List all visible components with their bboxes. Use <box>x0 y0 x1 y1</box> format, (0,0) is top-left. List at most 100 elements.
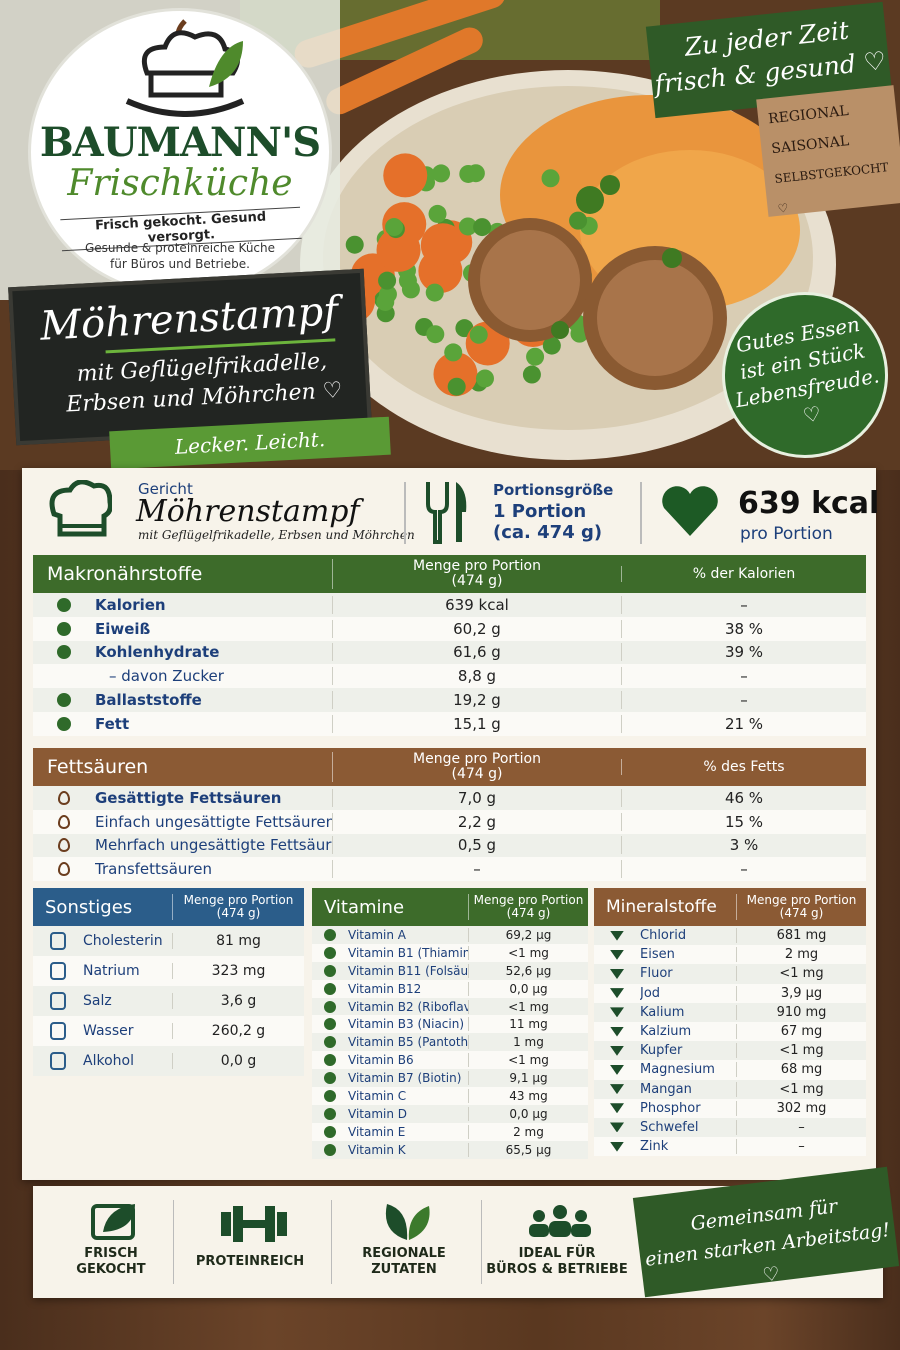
row-icon <box>33 810 95 834</box>
table-row: Wasser 260,2 g <box>33 1016 304 1046</box>
row-icon <box>594 1080 640 1099</box>
row-value: 52,6 µg <box>468 963 588 978</box>
row-label: Vitamin B6 <box>348 1053 414 1068</box>
icon-shape <box>58 814 70 829</box>
feature-text: PROTEINREICH <box>195 1254 305 1269</box>
pea <box>398 271 417 290</box>
row-label: Zink <box>640 1139 669 1155</box>
feature: REGIONALE ZUTATEN <box>333 1186 475 1298</box>
pea <box>473 218 492 237</box>
icon-shape <box>57 645 71 660</box>
column-header-text: (474 g) <box>779 906 824 920</box>
row-value: 68 mg <box>736 1062 866 1078</box>
row-label: Kalorien <box>95 595 166 614</box>
row-label: Ballaststoffe <box>95 691 202 710</box>
row-value: 38 % <box>621 619 866 638</box>
row-label: Einfach ungesättigte Fettsäuren <box>95 812 332 831</box>
column-header: Menge pro Portion (474 g) <box>468 894 588 920</box>
brand-name: BAUMANN'S <box>39 119 321 166</box>
brand-sub: Frischküche <box>67 163 293 204</box>
column-header-text: Menge pro Portion <box>746 894 857 907</box>
fats-table: Fettsäuren Menge pro Portion (474 g)% des … <box>33 748 866 882</box>
icon-shape <box>57 621 71 636</box>
feature: FRISCH GEKOCHT <box>55 1186 167 1298</box>
row-value: 39 % <box>621 643 866 662</box>
icon-shape <box>324 1054 336 1067</box>
row-icon <box>594 1003 640 1022</box>
row-label: Vitamin B5 (Pantothensäure) <box>348 1035 468 1050</box>
row-value: <1 mg <box>468 999 588 1014</box>
row-value: 69,2 µg <box>468 927 588 942</box>
carrot-slice <box>383 153 428 198</box>
row-icon <box>33 1016 83 1046</box>
row-value: 0,0 µg <box>468 981 588 996</box>
dish-board: Möhrenstampf mit Geflügelfrikadelle, Erb… <box>8 268 372 446</box>
row-value: 260,2 g <box>172 1023 304 1039</box>
table-row: Kalium 910 mg <box>594 1002 866 1022</box>
column-header-text: Menge pro Portion <box>413 559 541 574</box>
row-value: 15,1 g <box>332 714 621 733</box>
row-value: <1 mg <box>736 966 866 982</box>
icon-shape <box>610 1007 624 1018</box>
kcal: 639 kcal <box>738 486 880 521</box>
icon-shape <box>324 1107 336 1120</box>
icon-shape <box>324 1072 336 1085</box>
pea <box>542 336 561 355</box>
table-row: Kalorien 639 kcal – <box>33 593 866 617</box>
carrot-slice <box>433 352 478 397</box>
table-row: Vitamin B5 (Pantothensäure)1 mg <box>312 1033 588 1052</box>
column-header-text: Menge pro Portion <box>413 752 541 767</box>
table-body: Gesättigte Fettsäuren 7,0 g 46 % Einfach un… <box>33 786 866 882</box>
row-value: 3,9 µg <box>736 985 866 1001</box>
table-row: Vitamin B7 (Biotin) 9,1 µg <box>312 1069 588 1088</box>
row-value: 3 % <box>621 836 866 855</box>
pea <box>459 164 478 183</box>
row-label: Eisen <box>640 947 675 963</box>
row-icon <box>312 1051 348 1069</box>
icon-shape <box>58 790 70 805</box>
icon-shape <box>610 949 624 960</box>
pea <box>526 347 545 366</box>
row-icon <box>33 664 95 688</box>
table-row: Eiweiß 60,2 g 38 % <box>33 616 866 641</box>
row-value: – <box>621 860 866 879</box>
feature-text: FRISCH <box>84 1246 138 1261</box>
row-icon <box>33 641 95 665</box>
icon-shape <box>324 1125 336 1138</box>
row-value: 2,2 g <box>332 812 621 831</box>
row-label: Eiweiß <box>95 619 151 638</box>
table-header: Mineralstoffe Menge pro Portion (474 g) <box>594 888 866 926</box>
pea <box>378 285 397 304</box>
column-header: Menge pro Portion (474 g) <box>172 894 304 920</box>
icon-shape <box>324 964 336 977</box>
table-row: Ballaststoffe 19,2 g – <box>33 688 866 712</box>
row-value: 21 % <box>621 714 866 733</box>
table-row: Einfach ungesättigte Fettsäuren 2,2 g 15 % <box>33 809 866 834</box>
row-label: Fett <box>95 714 130 733</box>
icon-shape <box>50 962 66 980</box>
column-header: Menge pro Portion (474 g) <box>332 559 621 589</box>
row-icon <box>312 1141 348 1159</box>
row-value: 43 mg <box>468 1088 588 1103</box>
icon-shape <box>324 1018 336 1031</box>
row-value: 3,6 g <box>172 993 304 1009</box>
row-label: Vitamin B7 (Biotin) <box>348 1071 462 1086</box>
row-label: Wasser <box>83 1023 134 1039</box>
row-icon <box>312 944 348 962</box>
column-header-text: (474 g) <box>216 906 261 920</box>
pea <box>444 343 463 362</box>
wood-sign: REGIONAL SAISONAL SELBSTGEKOCHT ♡ <box>756 85 900 217</box>
vitamins-table: Vitamine Menge pro Portion (474 g) Vitamin … <box>312 888 588 1159</box>
table-row: Fluor <1 mg <box>594 964 866 984</box>
divider <box>481 1200 482 1284</box>
table-row: – davon Zucker 8,8 g – <box>33 664 866 689</box>
icon-shape <box>58 862 70 877</box>
sign-text: SELBSTGEKOCHT ♡ <box>773 160 890 216</box>
portion-weight: (ca. 474 g) <box>493 522 603 543</box>
row-label: Jod <box>640 985 661 1001</box>
row-icon <box>312 998 348 1016</box>
row-icon <box>312 1033 348 1051</box>
macros-table: Makronährstoffe Menge pro Portion (474 g)%… <box>33 555 866 736</box>
cutlery-icon <box>426 482 467 544</box>
icon-shape <box>324 946 336 959</box>
